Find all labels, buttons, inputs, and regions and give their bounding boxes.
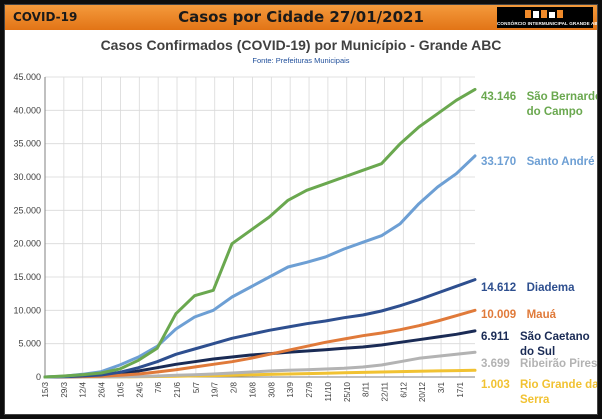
x-tick-label: 7/6 <box>154 381 163 393</box>
series-line <box>43 308 477 379</box>
x-tick-label: 3/1 <box>437 381 446 393</box>
series-name-label: São Bernardo <box>527 91 598 103</box>
series-line <box>43 278 477 379</box>
series-name-label: São Caetano <box>520 331 590 343</box>
y-tick-label: 25.000 <box>13 205 41 215</box>
x-tick-label: 27/9 <box>305 381 314 397</box>
series-name-label: Mauá <box>527 309 557 321</box>
chart-title: Casos Confirmados (COVID-19) por Municíp… <box>100 37 502 53</box>
x-tick-label: 11/10 <box>324 381 333 401</box>
series-name-label: do Sul <box>520 346 555 358</box>
series-value-label: 1.003 <box>481 379 510 391</box>
header-covid-label: COVID-19 <box>13 10 78 24</box>
infographic-frame: COVID-19 Casos por Cidade 27/01/2021 CON… <box>4 4 598 415</box>
x-tick-label: 12/4 <box>79 381 88 397</box>
series-name-label: Diadema <box>527 282 576 294</box>
y-tick-label: 35.000 <box>13 139 41 149</box>
series-name-label: Serra <box>520 394 550 406</box>
series-value-label: 14.612 <box>481 282 516 294</box>
x-tick-label: 30/8 <box>267 381 276 397</box>
x-tick-label: 13/9 <box>286 381 295 397</box>
x-tick-label: 25/10 <box>343 381 352 402</box>
x-tick-label: 24/5 <box>135 381 144 397</box>
x-tick-label: 5/7 <box>192 381 201 393</box>
x-tick-label: 22/11 <box>380 381 389 401</box>
y-tick-label: 45.000 <box>13 72 41 82</box>
y-tick-label: 30.000 <box>13 172 41 182</box>
header-title: Casos por Cidade 27/01/2021 <box>178 8 424 26</box>
y-tick-label: 20.000 <box>13 239 41 249</box>
y-tick-label: 15.000 <box>13 272 41 282</box>
series-name-label: do Campo <box>527 106 583 118</box>
x-tick-label: 8/11 <box>362 381 371 397</box>
series-value-label: 43.146 <box>481 91 516 103</box>
series-value-label: 10.009 <box>481 309 516 321</box>
logo-mark-icon <box>525 10 563 18</box>
chart-source: Fonte: Prefeituras Municipais <box>252 56 350 65</box>
y-tick-label: 40.000 <box>13 105 41 115</box>
x-tick-label: 6/12 <box>399 381 408 397</box>
series-name-label: Rio Grande da <box>520 379 598 391</box>
y-tick-label: 5.000 <box>18 339 41 349</box>
x-tick-label: 2/8 <box>230 381 239 393</box>
x-tick-label: 15/3 <box>41 381 50 397</box>
x-tick-label: 16/8 <box>248 381 257 397</box>
y-tick-label: 0 <box>36 372 41 382</box>
series-line <box>43 87 477 379</box>
header-bar: COVID-19 Casos por Cidade 27/01/2021 CON… <box>5 5 597 30</box>
consortium-logo: CONSÓRCIO INTERMUNICIPAL GRANDE ABC <box>497 7 598 28</box>
series-value-label: 6.911 <box>481 331 510 343</box>
y-tick-label: 10.000 <box>13 305 41 315</box>
line-chart: 0 5.000 10.000 15.000 20.000 25.000 30.000 35.0… <box>13 72 598 406</box>
series-name-label: Santo André <box>527 156 595 168</box>
x-tick-label: 10/5 <box>116 381 125 397</box>
series-value-label: 3.699 <box>481 358 510 370</box>
logo-text: CONSÓRCIO INTERMUNICIPAL GRANDE ABC <box>497 21 598 26</box>
series-line <box>43 154 477 379</box>
x-tick-label: 26/4 <box>98 381 107 397</box>
x-tick-label: 21/6 <box>173 381 182 397</box>
x-tick-label: 20/12 <box>418 381 427 402</box>
x-tick-label: 29/3 <box>60 381 69 397</box>
x-tick-label: 19/7 <box>211 381 220 397</box>
series-name-label: Ribeirão Pires <box>520 358 597 370</box>
x-tick-label: 17/1 <box>456 381 465 397</box>
series-value-label: 33.170 <box>481 156 516 168</box>
